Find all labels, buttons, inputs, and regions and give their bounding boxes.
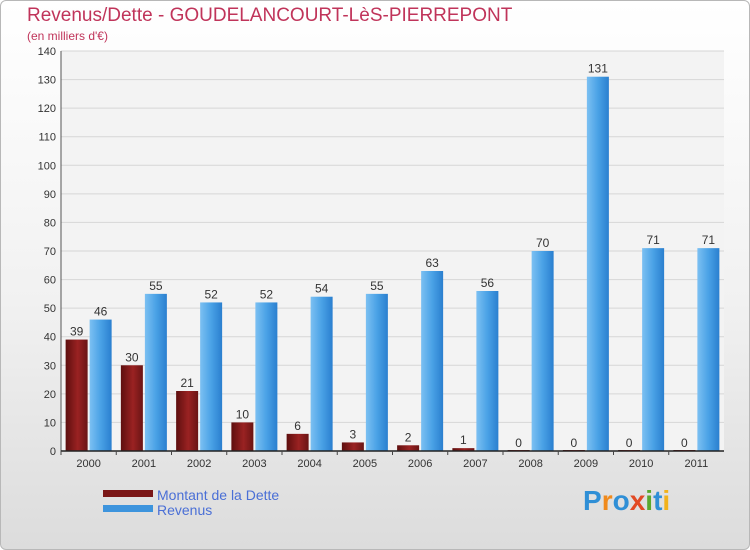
data-label-revenus-2008: 70 <box>536 236 550 250</box>
data-label-revenus-2010: 71 <box>646 233 660 247</box>
bar-revenus-2010 <box>642 248 665 451</box>
y-tick-label: 130 <box>38 75 56 87</box>
logo-letter: x <box>629 485 646 516</box>
logo-letter: t <box>653 485 663 516</box>
data-label-debt-2010: 0 <box>626 436 633 450</box>
data-label-revenus-2005: 55 <box>370 279 384 293</box>
legend: Montant de la Dette Revenus <box>103 487 280 518</box>
x-tick-label: 2003 <box>242 458 266 470</box>
bar-revenus-2008 <box>531 251 554 451</box>
logo-letter: i <box>645 485 654 516</box>
data-label-revenus-2000: 46 <box>94 305 108 319</box>
x-tick-label: 2005 <box>353 458 377 470</box>
logo-letter: i <box>662 485 671 516</box>
bar-debt-2002 <box>176 391 199 451</box>
legend-label-revenus: Revenus <box>157 502 213 518</box>
x-tick-label: 2006 <box>408 458 432 470</box>
y-tick-label: 0 <box>50 446 56 458</box>
bar-revenus-2005 <box>365 293 388 451</box>
data-label-revenus-2009: 131 <box>588 62 608 76</box>
logo-letter: o <box>612 485 630 516</box>
logo-letter: P <box>583 485 602 516</box>
x-tick-label: 2004 <box>297 458 321 470</box>
data-label-debt-2007: 1 <box>460 433 467 447</box>
data-label-debt-2004: 6 <box>294 419 301 433</box>
y-tick-label: 80 <box>44 217 56 229</box>
data-label-revenus-2007: 56 <box>481 276 495 290</box>
bar-debt-2001 <box>120 365 143 451</box>
bar-debt-2000 <box>65 339 88 451</box>
bar-revenus-2011 <box>697 248 720 451</box>
y-tick-label: 30 <box>44 360 56 372</box>
data-label-revenus-2006: 63 <box>425 256 439 270</box>
bar-debt-2003 <box>231 422 254 451</box>
x-tick-label: 2000 <box>76 458 100 470</box>
legend-item-revenus: Revenus <box>103 502 279 518</box>
y-tick-label: 60 <box>44 275 56 287</box>
y-tick-label: 40 <box>44 332 56 344</box>
y-tick-label: 110 <box>38 132 56 144</box>
y-tick-label: 100 <box>38 160 56 172</box>
data-label-revenus-2003: 52 <box>260 287 274 301</box>
proxiti-logo: Proxiti <box>583 485 670 517</box>
data-label-debt-2006: 2 <box>405 430 412 444</box>
y-tick-label: 140 <box>38 46 56 58</box>
x-tick-label: 2001 <box>132 458 156 470</box>
y-tick-label: 50 <box>44 303 56 315</box>
y-tick-label: 120 <box>38 103 56 115</box>
bar-revenus-2004 <box>310 296 333 451</box>
bar-debt-2004 <box>286 433 309 451</box>
y-tick-label: 20 <box>44 389 56 401</box>
x-tick-label: 2008 <box>518 458 542 470</box>
x-tick-label: 2007 <box>463 458 487 470</box>
x-tick-label: 2009 <box>574 458 598 470</box>
bar-debt-2005 <box>341 442 364 451</box>
logo-letter: r <box>601 485 613 516</box>
bar-revenus-2002 <box>200 302 223 451</box>
x-tick-label: 2011 <box>685 458 709 470</box>
legend-label-debt: Montant de la Dette <box>157 487 280 503</box>
data-label-revenus-2001: 55 <box>149 279 163 293</box>
y-tick-label: 70 <box>44 246 56 258</box>
data-label-debt-2005: 3 <box>350 427 357 441</box>
data-label-debt-2008: 0 <box>515 436 522 450</box>
bar-revenus-2006 <box>421 271 444 451</box>
legend-item-debt: Montant de la Dette <box>103 487 280 503</box>
data-label-revenus-2011: 71 <box>702 233 716 247</box>
chart-subtitle: (en milliers d'€) <box>27 29 108 43</box>
data-label-debt-2000: 39 <box>70 325 84 339</box>
bar-debt-2007 <box>452 448 475 451</box>
data-label-debt-2001: 30 <box>125 350 139 364</box>
data-label-debt-2003: 10 <box>236 407 250 421</box>
legend-swatch-debt <box>103 490 153 497</box>
bar-revenus-2003 <box>255 302 278 451</box>
y-tick-label: 10 <box>44 417 56 429</box>
bar-revenus-2009 <box>586 76 609 451</box>
bar-revenus-2000 <box>89 319 112 451</box>
data-label-debt-2011: 0 <box>681 436 688 450</box>
bar-revenus-2007 <box>476 291 499 451</box>
legend-swatch-revenus <box>103 505 153 512</box>
data-label-revenus-2002: 52 <box>204 287 218 301</box>
bar-debt-2006 <box>397 445 420 451</box>
data-label-revenus-2004: 54 <box>315 282 329 296</box>
x-tick-label: 2002 <box>187 458 211 470</box>
bar-revenus-2001 <box>144 293 167 451</box>
data-label-debt-2002: 21 <box>180 376 194 390</box>
chart-title: Revenus/Dette - GOUDELANCOURT-LèS-PIERRE… <box>27 5 513 26</box>
y-tick-label: 90 <box>44 189 56 201</box>
data-label-debt-2009: 0 <box>571 436 578 450</box>
x-tick-label: 2010 <box>629 458 653 470</box>
